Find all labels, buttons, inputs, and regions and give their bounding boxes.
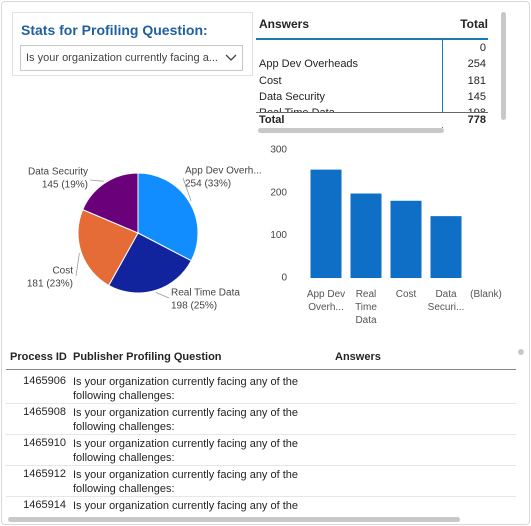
process-table: Process ID Publisher Profiling Question … — [6, 345, 516, 513]
table-cell: 0 — [479, 42, 486, 54]
bar — [390, 200, 422, 278]
column-header: Total — [460, 17, 488, 31]
x-tick-label: Cost — [395, 289, 417, 300]
column-rule — [442, 40, 443, 128]
y-tick-label: 300 — [270, 145, 287, 156]
column-header: Answers — [335, 351, 381, 363]
table-cell: Data Security — [259, 90, 326, 103]
table-cell: 254 — [467, 58, 486, 71]
table-row: 1465912 Is your organization currently fa… — [6, 465, 516, 497]
slice-value: 145 (19%) — [42, 180, 88, 191]
process-id: 1465906 — [23, 375, 66, 387]
dropdown-value: Is your organization currently facing a.… — [26, 52, 218, 64]
process-id: 1465912 — [23, 468, 66, 480]
slice-label: Real Time Data — [171, 288, 240, 299]
chevron — [225, 54, 237, 61]
bar — [430, 216, 462, 278]
table-row: Cost 181 — [256, 73, 488, 89]
leader-line — [182, 177, 192, 201]
slice-label: App Dev Overh... — [185, 166, 262, 177]
scrollbar[interactable] — [258, 128, 444, 133]
leader-line — [155, 292, 170, 299]
question: Is your organization currently facing an… — [73, 500, 299, 512]
slice-label: Data Security — [28, 167, 88, 178]
charts: App Dev Overh... 254 (33%) Real Time Data 1… — [27, 145, 462, 312]
pie-slice — [82, 172, 139, 234]
table-row: 1465906 Is your organization currently fa… — [6, 372, 516, 404]
question: Is your organization currently facing an… — [73, 407, 299, 433]
pie-slice — [108, 232, 192, 294]
table-cell: 181 — [467, 74, 486, 87]
header-rule — [6, 369, 516, 370]
bar — [350, 193, 382, 278]
slice-value: 198 (25%) — [171, 301, 217, 312]
y-tick-label: 200 — [270, 187, 287, 198]
question: Is your organization currently facing an… — [73, 376, 299, 402]
question: Is your organization currently facing an… — [73, 438, 299, 464]
x-tick-label: Data Securi... — [427, 289, 465, 313]
table-row: App Dev Overheads 254 — [256, 56, 488, 72]
bar — [310, 169, 342, 278]
column-header: Process ID — [10, 351, 67, 363]
scrollbar[interactable] — [501, 12, 506, 120]
scrollbar[interactable] — [518, 349, 524, 355]
leader-line — [89, 179, 104, 182]
pie-slice — [137, 172, 199, 262]
table-cell: 145 — [467, 90, 486, 103]
y-tick-label: 100 — [270, 230, 287, 241]
question: Is your organization currently facing an… — [73, 469, 299, 495]
x-tick-label: (Blank) — [470, 289, 502, 300]
dropdown[interactable]: Is your organization currently facing a.… — [20, 45, 243, 71]
table-row: 0 — [256, 40, 488, 56]
x-tick-label: Real Time Data — [355, 289, 377, 326]
column-header: Publisher Profiling Question — [73, 351, 222, 363]
scrollbar[interactable] — [8, 517, 460, 522]
slice-label: Cost — [52, 266, 73, 277]
total-value: 778 — [467, 114, 486, 126]
slicer-title: Stats for Profiling Question: — [21, 22, 208, 38]
slicer: Stats for Profiling Question: Is your or… — [12, 12, 253, 76]
table-row: 1465914 Is your organization currently fa… — [6, 496, 516, 513]
header-rule — [256, 38, 488, 40]
total-row: Total 778 — [256, 112, 488, 127]
column-header: Answers — [259, 17, 310, 31]
process-id: 1465908 — [23, 406, 66, 418]
slice-value: 254 (33%) — [185, 179, 231, 190]
pie-slice — [77, 208, 139, 287]
table-cell: App Dev Overheads — [259, 58, 359, 71]
total-label: Total — [259, 114, 285, 126]
y-tick-label: 0 — [281, 273, 287, 284]
table-row: Data Security 145 — [256, 89, 488, 105]
table-row: 1465910 Is your organization currently fa… — [6, 434, 516, 466]
process-id: 1465910 — [23, 437, 66, 449]
table-cell: Cost — [259, 74, 282, 87]
slice-value: 181 (23%) — [27, 279, 73, 290]
answers-table: Answers Total 0 App Dev Overheads 254 Cost 1… — [256, 12, 506, 133]
process-id: 1465914 — [23, 499, 66, 511]
leader-line — [75, 253, 80, 277]
table-row: 1465908 Is your organization currently fa… — [6, 403, 516, 435]
x-tick-label: App Dev Overh... — [306, 289, 346, 313]
